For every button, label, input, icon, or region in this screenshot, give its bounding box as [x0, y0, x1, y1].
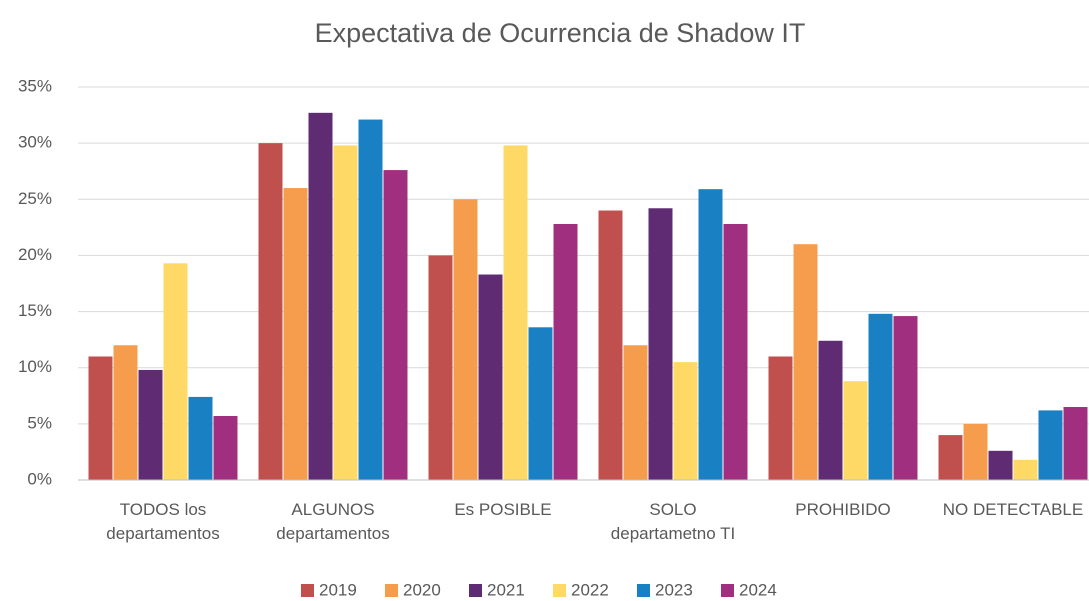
y-tick-label: 5% — [27, 413, 52, 432]
bar — [88, 356, 113, 480]
legend-swatch — [637, 584, 650, 597]
bar — [383, 170, 408, 480]
bar — [283, 188, 308, 481]
x-tick-label: SOLO departametno TI — [610, 500, 736, 543]
bar — [598, 210, 623, 480]
x-tick-label: TODOS los departamentos — [106, 500, 220, 543]
y-tick-label: 15% — [18, 301, 52, 320]
bar — [163, 263, 188, 480]
legend-swatch — [301, 584, 314, 597]
bar — [258, 143, 283, 480]
legend-label: 2024 — [739, 580, 777, 599]
bar — [793, 244, 818, 480]
bar — [1013, 459, 1038, 480]
bar — [528, 327, 553, 480]
x-tick-label: ALGUNOS departamentos — [276, 500, 390, 543]
x-tick-label: Es POSIBLE — [454, 500, 552, 519]
y-tick-label: 30% — [18, 133, 52, 152]
bar — [648, 208, 673, 481]
bar — [503, 145, 528, 481]
chart-title: Expectativa de Ocurrencia de Shadow IT — [315, 18, 806, 48]
bar — [768, 356, 793, 480]
bar — [698, 189, 723, 480]
bar — [333, 145, 358, 481]
bar — [963, 423, 988, 480]
legend-label: 2019 — [319, 580, 357, 599]
y-tick-label: 10% — [18, 357, 52, 376]
legend-swatch — [469, 584, 482, 597]
y-tick-label: 0% — [27, 469, 52, 488]
legend-label: 2023 — [655, 580, 693, 599]
bar — [478, 274, 503, 480]
bar — [843, 381, 868, 480]
bar — [988, 450, 1013, 480]
bar — [428, 255, 453, 480]
x-tick-label: PROHIBIDO — [795, 500, 891, 519]
y-tick-label: 35% — [18, 76, 52, 95]
bar — [113, 345, 138, 480]
bar — [1038, 410, 1063, 480]
bar — [188, 396, 213, 480]
bar — [453, 199, 478, 481]
bar — [893, 316, 918, 480]
bar — [723, 223, 748, 480]
bar — [818, 340, 843, 480]
bar — [308, 112, 333, 480]
bar — [1063, 407, 1088, 480]
bar — [623, 345, 648, 480]
legend-swatch — [385, 584, 398, 597]
bar — [938, 435, 963, 480]
legend-label: 2022 — [571, 580, 609, 599]
legend-swatch — [721, 584, 734, 597]
bar — [553, 223, 578, 480]
y-tick-label: 25% — [18, 189, 52, 208]
bar — [138, 369, 163, 480]
bar — [868, 313, 893, 480]
y-tick-label: 20% — [18, 245, 52, 264]
legend-label: 2021 — [487, 580, 525, 599]
bar — [673, 362, 698, 480]
legend-label: 2020 — [403, 580, 441, 599]
bar — [358, 119, 383, 480]
bar — [213, 415, 238, 480]
legend-swatch — [553, 584, 566, 597]
x-tick-label: NO DETECTABLE — [942, 500, 1084, 519]
